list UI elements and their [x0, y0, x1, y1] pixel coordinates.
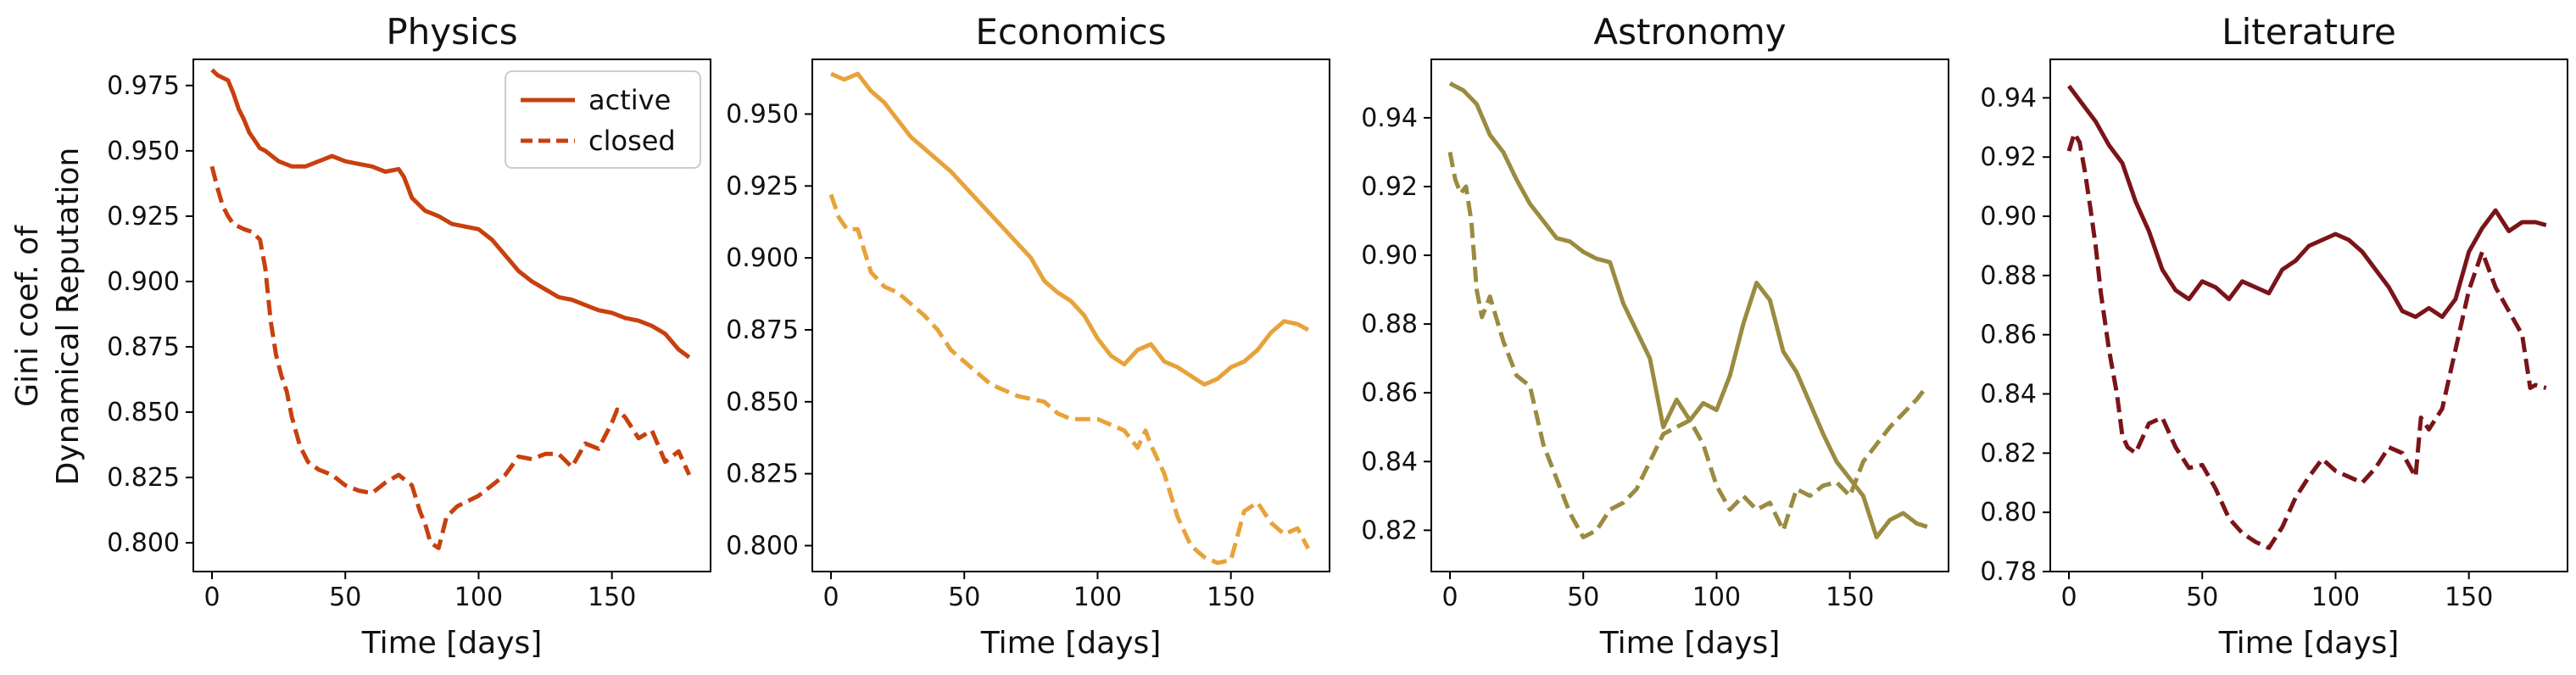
y-tick-label: 0.88 — [1361, 310, 1418, 339]
y-tick-label: 0.850 — [107, 398, 180, 427]
y-tick-label: 0.86 — [1980, 321, 2037, 350]
y-axis-label-line2: Dynamical Reputation — [51, 148, 86, 486]
panel-title: Physics — [386, 11, 517, 53]
y-tick-label: 0.925 — [107, 202, 180, 232]
series-line-closed — [1447, 151, 1929, 539]
x-tick-label: 150 — [588, 583, 636, 612]
y-tick-label: 0.875 — [726, 315, 799, 345]
y-tick-label: 0.950 — [726, 99, 799, 129]
y-tick-label: 0.825 — [726, 460, 799, 489]
x-tick-label: 0 — [204, 583, 220, 612]
y-tick-label: 0.825 — [107, 463, 180, 493]
y-tick-label: 0.900 — [726, 243, 799, 273]
series-line-active — [2066, 84, 2547, 320]
x-tick-label: 50 — [329, 583, 361, 612]
x-axis-label: Time [days] — [2218, 626, 2400, 661]
y-tick-label: 0.950 — [107, 137, 180, 166]
axes-frame — [1430, 59, 1949, 572]
x-tick-label: 150 — [1207, 583, 1255, 612]
x-tick-label: 100 — [454, 583, 503, 612]
legend-label-active: active — [588, 84, 671, 116]
legend-box — [505, 70, 701, 169]
series-line-closed — [828, 193, 1311, 566]
chart-panel-economics: Economics 0 50 100 150 0.800 0.825 0.850 0.875 0.… — [726, 11, 1330, 661]
y-tick-label: 0.86 — [1361, 378, 1418, 408]
x-tick-label: 100 — [2311, 583, 2360, 612]
y-tick-label: 0.82 — [1980, 438, 2037, 468]
series-line-active — [1448, 81, 1928, 539]
panel-title: Economics — [975, 11, 1166, 53]
y-tick-label: 0.94 — [1361, 103, 1418, 133]
series-line-active — [830, 71, 1309, 387]
y-tick-label: 0.84 — [1361, 447, 1418, 477]
series-line-closed — [2066, 131, 2547, 550]
x-axis-label: Time [days] — [361, 626, 543, 661]
panel-title: Astronomy — [1593, 11, 1786, 53]
x-tick-label: 50 — [948, 583, 980, 612]
y-tick-label: 0.92 — [1361, 172, 1418, 202]
chart-panel-physics: Physics 0 50 100 150 0.800 0.825 0.850 0.875 0.90… — [107, 11, 711, 661]
y-tick-label: 0.84 — [1980, 380, 2037, 410]
series-line-active — [210, 68, 691, 360]
legend: active closed — [505, 70, 701, 169]
axes-frame — [192, 59, 711, 572]
y-tick-label: 0.850 — [726, 388, 799, 417]
y-tick-label: 0.88 — [1980, 261, 2037, 291]
x-axis-label: Time [days] — [980, 626, 1162, 661]
y-tick-label: 0.82 — [1361, 516, 1418, 545]
y-tick-label: 0.925 — [726, 171, 799, 201]
y-tick-label: 0.975 — [107, 71, 180, 101]
y-tick-label: 0.900 — [107, 267, 180, 297]
x-tick-label: 100 — [1692, 583, 1741, 612]
y-tick-label: 0.80 — [1980, 498, 2037, 527]
y-tick-label: 0.90 — [1361, 241, 1418, 271]
x-tick-label: 150 — [2445, 583, 2493, 612]
y-tick-label: 0.800 — [107, 528, 180, 558]
x-tick-label: 0 — [1441, 583, 1458, 612]
panel-title: Literature — [2222, 11, 2396, 53]
legend-label-closed: closed — [588, 125, 676, 157]
x-tick-label: 50 — [2186, 583, 2218, 612]
shared-y-axis-label: Gini coef. of Dynamical Reputation — [10, 148, 86, 486]
y-tick-label: 0.90 — [1980, 202, 2037, 232]
x-tick-label: 100 — [1073, 583, 1122, 612]
x-tick-label: 50 — [1567, 583, 1599, 612]
x-axis-label: Time [days] — [1599, 626, 1781, 661]
x-tick-label: 0 — [822, 583, 839, 612]
x-tick-label: 150 — [1826, 583, 1874, 612]
x-tick-label: 0 — [2060, 583, 2077, 612]
chart-panel-literature: Literature 0 50 100 150 0.78 0.80 0.82 0.84 0.86 0… — [1980, 11, 2568, 661]
series-line-closed — [209, 165, 692, 550]
chart-panel-astronomy: Astronomy 0 50 100 150 0.82 0.84 0.86 0.88 0.90 0.… — [1361, 11, 1949, 661]
y-axis-label-line1: Gini coef. of — [10, 225, 45, 407]
y-tick-label: 0.800 — [726, 531, 799, 561]
y-tick-label: 0.94 — [1980, 83, 2037, 113]
y-tick-label: 0.875 — [107, 332, 180, 362]
y-tick-label: 0.92 — [1980, 142, 2037, 172]
y-tick-label: 0.78 — [1980, 557, 2037, 587]
axes-frame — [811, 59, 1330, 572]
axes-frame — [2049, 59, 2568, 572]
